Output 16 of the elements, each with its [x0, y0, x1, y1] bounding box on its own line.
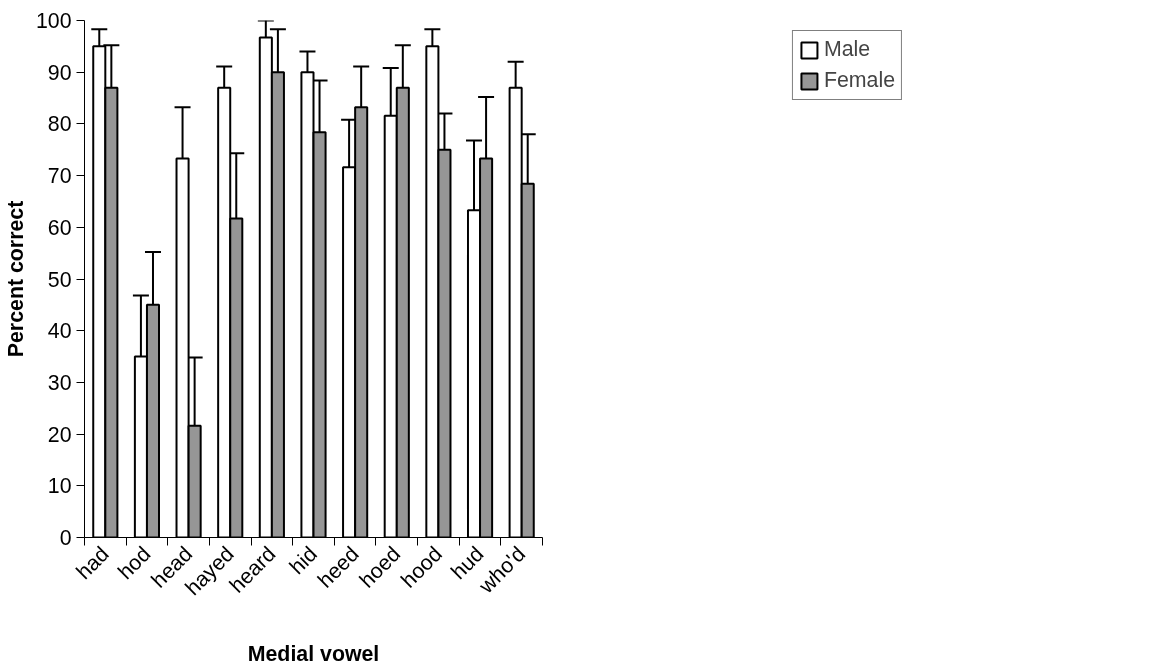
y-tick-label: 10 [47, 474, 72, 499]
y-tick-label: 50 [47, 267, 72, 292]
y-tick-label: 40 [47, 319, 72, 344]
x-tick-label: had [71, 542, 114, 585]
y-tick-label: 30 [47, 370, 72, 395]
x-axis-title: Medial vowel [247, 641, 380, 666]
y-axis-title: Percent correct [3, 200, 28, 358]
y-tick-label: 100 [35, 9, 72, 33]
legend-label: Female [823, 68, 896, 93]
y-tick-label: 90 [47, 60, 72, 85]
y-tick-label: 80 [47, 112, 72, 137]
y-tick-label: 0 [59, 526, 72, 550]
y-tick-label: 70 [47, 164, 72, 189]
y-tick-label: 60 [47, 215, 72, 240]
y-tick-label: 20 [47, 422, 72, 447]
legend-label: Male [823, 37, 871, 62]
